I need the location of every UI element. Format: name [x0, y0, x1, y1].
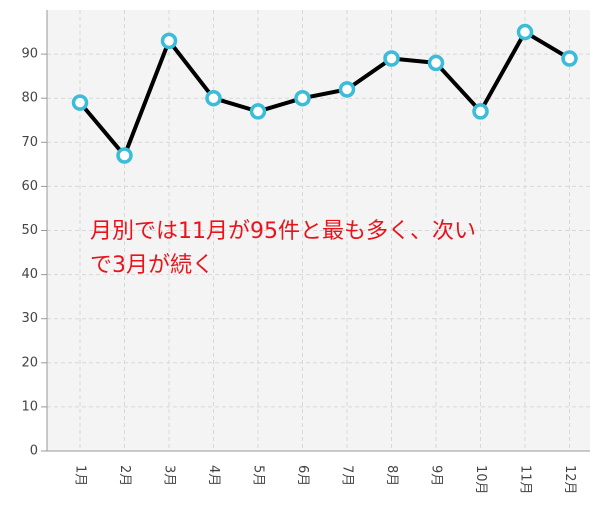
marker — [427, 54, 445, 72]
x-tick-label: 2月 — [117, 465, 132, 486]
y-tick-label: 30 — [21, 311, 38, 326]
y-tick-label: 20 — [21, 355, 38, 370]
marker — [338, 81, 356, 98]
annotation: 月別では11月が95件と最も多く、次い — [90, 219, 476, 244]
x-tick-label: 7月 — [340, 465, 355, 486]
marker — [383, 50, 400, 67]
y-tick-label: 80 — [21, 91, 38, 106]
x-tick-label: 6月 — [295, 465, 310, 486]
y-tick-label: 40 — [21, 267, 38, 282]
plot-area — [47, 10, 590, 451]
x-tick-label: 10月 — [473, 465, 488, 495]
marker — [160, 32, 178, 50]
line — [78, 30, 571, 158]
marker — [516, 23, 534, 41]
marker — [294, 89, 311, 107]
y-tick-label: 60 — [21, 179, 38, 194]
y-tick-label: 10 — [21, 399, 38, 414]
x-tick-label: 9月 — [429, 465, 444, 486]
marker — [249, 103, 267, 120]
y-tick-label: 0 — [30, 444, 38, 459]
x-tick-label: 8月 — [384, 465, 399, 486]
y-tick-label: 70 — [21, 135, 38, 150]
y-tick-label: 90 — [21, 47, 38, 62]
marker — [205, 89, 222, 107]
x-tick-label: 11月 — [518, 465, 533, 495]
marker — [71, 94, 89, 111]
marker — [116, 147, 133, 164]
x-tick-label: 5月 — [251, 465, 266, 486]
x-tick-label: 12月 — [562, 465, 577, 495]
x-tick-label: 4月 — [206, 465, 221, 486]
marker — [561, 50, 578, 67]
x-tick-label: 3月 — [162, 465, 177, 486]
x-tick-label: 1月 — [73, 465, 88, 486]
annotation: で3月が続く — [90, 253, 214, 278]
marker — [472, 103, 489, 120]
y-tick-label: 50 — [21, 223, 38, 238]
